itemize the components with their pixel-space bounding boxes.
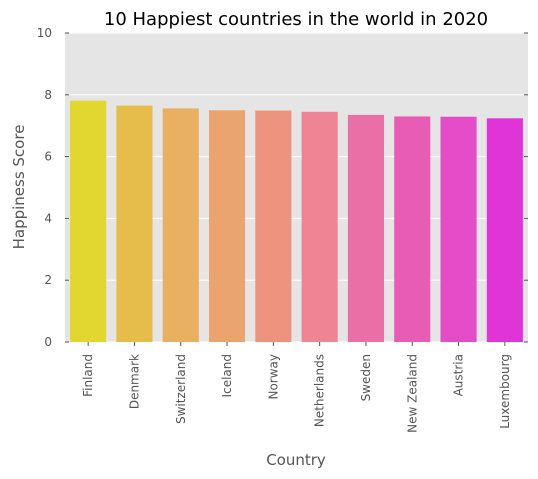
bar (440, 116, 477, 342)
x-tick-label: Norway (266, 354, 280, 400)
x-tick-label: Finland (81, 354, 95, 397)
y-axis-ticks: 0 2 4 6 8 10 (37, 26, 528, 349)
bar (255, 110, 292, 343)
chart-title: 10 Happiest countries in the world in 20… (104, 9, 488, 30)
y-tick-label: 6 (44, 150, 52, 164)
x-tick-label: Austria (452, 354, 466, 396)
bar (394, 116, 431, 343)
y-tick-label: 8 (44, 88, 52, 102)
x-tick-label: Denmark (127, 354, 141, 409)
x-tick-label: New Zealand (405, 354, 419, 433)
y-tick-label: 10 (37, 26, 52, 40)
bar (208, 110, 246, 342)
x-tick-label: Sweden (359, 354, 373, 401)
y-tick-label: 2 (44, 273, 52, 287)
bars (70, 100, 523, 343)
bar (486, 118, 523, 342)
bar (162, 108, 199, 342)
x-axis-ticks: Finland Denmark Switzerland Iceland Norway Ne… (81, 342, 512, 433)
y-axis-label: Happiness Score (10, 125, 28, 250)
x-tick-label: Luxembourg (498, 354, 512, 429)
x-tick-label: Iceland (220, 354, 234, 397)
bar (347, 114, 385, 342)
x-tick-label: Switzerland (174, 354, 188, 424)
bar (301, 111, 338, 342)
bar (70, 100, 107, 343)
y-tick-label: 0 (44, 335, 52, 349)
y-tick-label: 4 (44, 211, 52, 225)
bar (116, 105, 153, 343)
x-axis-label: Country (266, 451, 326, 469)
x-tick-label: Netherlands (313, 354, 327, 427)
